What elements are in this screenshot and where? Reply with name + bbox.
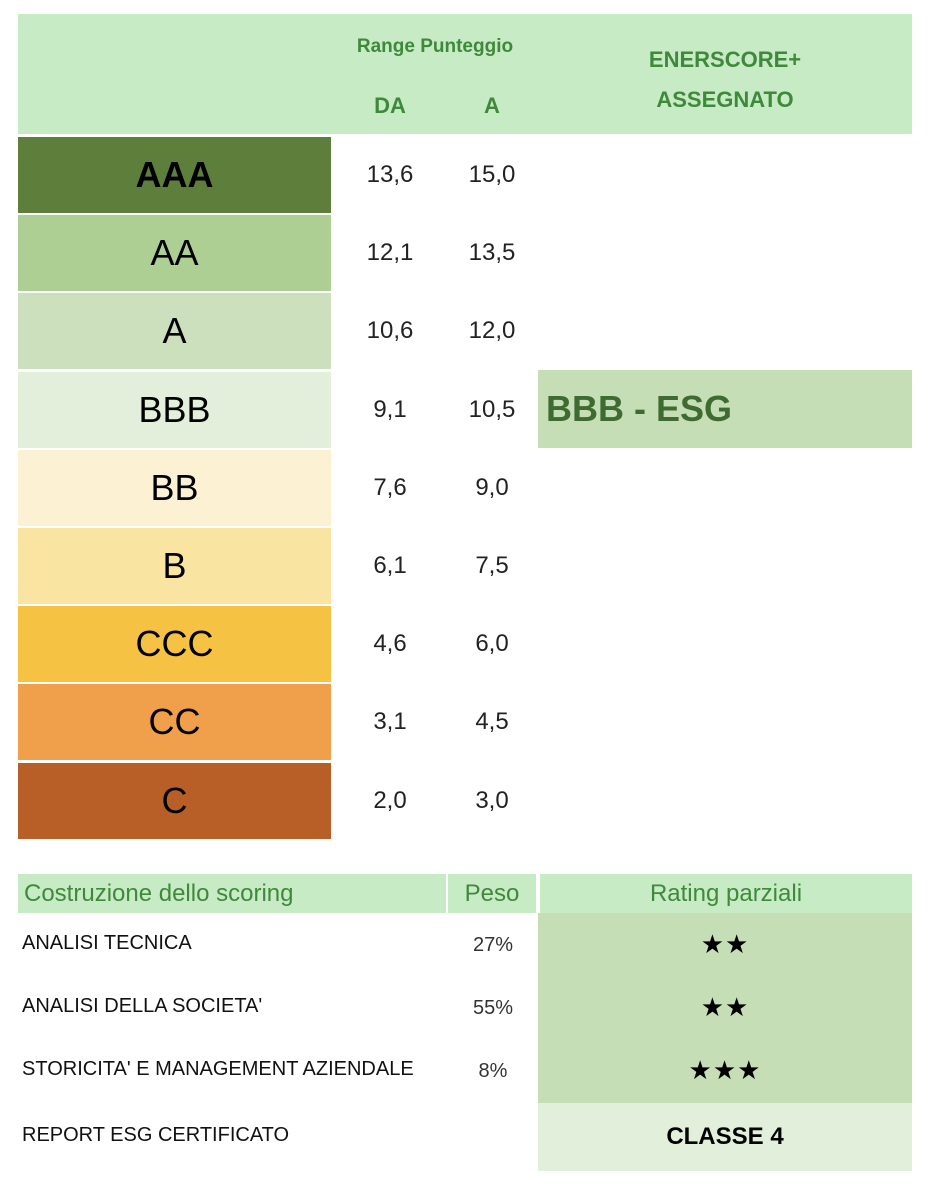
assigned-title-line-1: ENERSCORE+ bbox=[648, 47, 802, 72]
assigned-rating-value: BBB - ESG bbox=[546, 388, 733, 429]
range-to-value: 15,0 bbox=[468, 161, 516, 188]
range-title: Range Punteggio bbox=[356, 36, 514, 57]
range-to-value: 4,5 bbox=[475, 708, 509, 735]
grade-cell: BB bbox=[18, 450, 331, 526]
partial-rating-stars: ★★ bbox=[700, 929, 750, 959]
partial-rating-stars: ★★ bbox=[700, 992, 750, 1022]
grade-cell: CC bbox=[18, 684, 331, 760]
range-from-value: 10,6 bbox=[366, 317, 414, 344]
assigned-title-line-2: ASSEGNATO bbox=[656, 87, 794, 112]
assigned-rating-badge: BBB - ESG bbox=[538, 370, 912, 448]
range-to-value: 12,0 bbox=[468, 317, 516, 344]
grade-label: CCC bbox=[135, 623, 214, 664]
scoring-construction-label: Costruzione dello scoring bbox=[24, 879, 294, 907]
range-from-value: 3,1 bbox=[373, 708, 407, 735]
grade-label: C bbox=[161, 780, 188, 821]
range-to-value: 3,0 bbox=[475, 787, 509, 814]
range-from-value: 6,1 bbox=[373, 552, 407, 579]
grade-label: B bbox=[162, 545, 187, 586]
range-to-value: 9,0 bbox=[475, 474, 509, 501]
grade-cell: AA bbox=[18, 215, 331, 291]
grade-cell: AAA bbox=[18, 137, 331, 213]
grade-label: AA bbox=[150, 232, 199, 273]
range-to-value: 6,0 bbox=[475, 630, 509, 657]
grade-cell: CCC bbox=[18, 606, 331, 682]
weight-header: Peso bbox=[448, 874, 536, 913]
column-from-label: DA bbox=[374, 93, 406, 118]
report-class-value: CLASSE 4 bbox=[666, 1123, 784, 1150]
grade-cell: BBB bbox=[18, 372, 331, 448]
scoring-row-weight: 55% bbox=[472, 997, 514, 1019]
range-from-value: 12,1 bbox=[366, 239, 414, 266]
range-from-value: 9,1 bbox=[373, 396, 407, 423]
partial-rating-stars: ★★★ bbox=[688, 1055, 762, 1085]
grade-label: AAA bbox=[135, 154, 214, 195]
range-from-value: 13,6 bbox=[366, 161, 414, 188]
partial-ratings-label: Rating parziali bbox=[649, 879, 803, 907]
column-to-label: A bbox=[484, 93, 500, 118]
scoring-row-label: ANALISI DELLA SOCIETA' bbox=[22, 995, 263, 1017]
range-from-value: 7,6 bbox=[373, 474, 407, 501]
partial-ratings-header: Rating parziali bbox=[540, 874, 912, 913]
scoring-row-label: ANALISI TECNICA bbox=[22, 932, 192, 954]
weight-header-label: Peso bbox=[464, 879, 520, 907]
report-label: REPORT ESG CERTIFICATO bbox=[22, 1124, 290, 1146]
assigned-title: ENERSCORE+ ASSEGNATO bbox=[560, 40, 890, 120]
grade-cell: A bbox=[18, 293, 331, 369]
report-class-badge: CLASSE 4 bbox=[538, 1103, 912, 1171]
range-from-value: 4,6 bbox=[373, 630, 407, 657]
grade-label: CC bbox=[148, 701, 201, 742]
scoring-construction-header: Costruzione dello scoring bbox=[18, 874, 446, 913]
partial-ratings-background bbox=[538, 913, 912, 1103]
grade-cell: B bbox=[18, 528, 331, 604]
table-header-band bbox=[18, 14, 912, 134]
scoring-row-weight: 27% bbox=[472, 934, 514, 956]
grade-label: BBB bbox=[138, 389, 211, 430]
range-to-value: 7,5 bbox=[475, 552, 509, 579]
range-to-value: 10,5 bbox=[468, 396, 516, 423]
grade-label: BB bbox=[150, 467, 199, 508]
grade-label: A bbox=[162, 310, 187, 351]
grade-cell: C bbox=[18, 763, 331, 839]
range-to-value: 13,5 bbox=[468, 239, 516, 266]
range-from-value: 2,0 bbox=[373, 787, 407, 814]
scoring-row-label: STORICITA' E MANAGEMENT AZIENDALE bbox=[22, 1058, 414, 1080]
scoring-row-weight: 8% bbox=[478, 1060, 508, 1082]
